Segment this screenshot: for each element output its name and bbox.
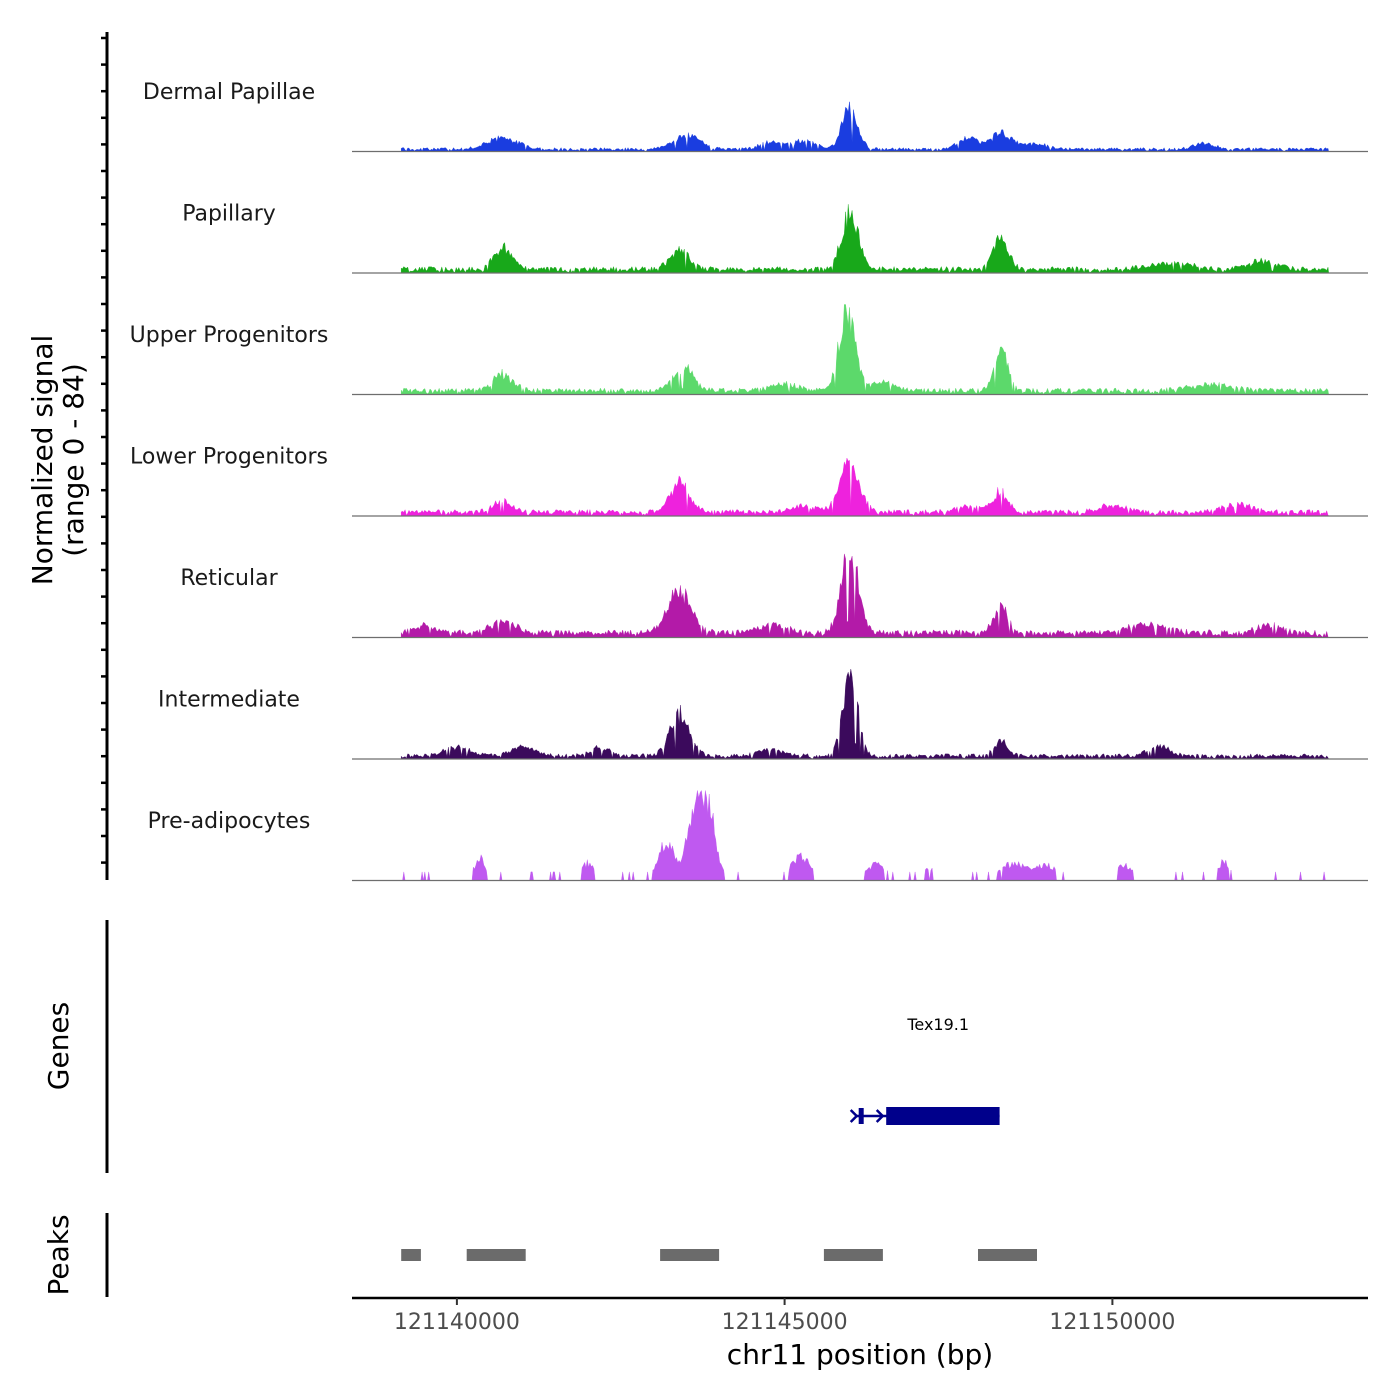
y-axis-title-line2: (range 0 - 84)	[57, 363, 90, 557]
peaks-panel: Peaks	[42, 1213, 1037, 1297]
track-intermediate: Intermediate	[158, 668, 1368, 760]
peak-region	[978, 1249, 1037, 1261]
track-dermal-papillae: Dermal Papillae	[143, 80, 1368, 153]
peak-region	[401, 1249, 421, 1261]
track-reticular: Reticular	[180, 553, 1368, 639]
track-upper-progenitors: Upper Progenitors	[130, 304, 1368, 396]
track-label: Papillary	[182, 202, 276, 227]
track-label: Lower Progenitors	[130, 445, 328, 470]
coverage-area	[401, 668, 1330, 760]
peak-regions	[401, 1249, 1037, 1261]
x-axis-ticks: 121140000 121145000 121150000	[394, 1298, 1175, 1335]
track-label: Dermal Papillae	[143, 80, 315, 105]
peaks-panel-title: Peaks	[42, 1214, 75, 1295]
track-lower-progenitors: Lower Progenitors	[130, 445, 1368, 517]
track-label: Reticular	[180, 566, 278, 591]
strand-arrow-icon	[875, 1109, 885, 1123]
signal-y-axis	[101, 32, 109, 880]
track-label: Upper Progenitors	[130, 323, 329, 348]
genes-panel: Genes Tex19.1	[42, 920, 1000, 1173]
x-tick-label: 121140000	[394, 1310, 520, 1335]
coverage-area	[401, 457, 1330, 517]
coverage-area	[401, 101, 1329, 152]
track-pre-adipocytes: Pre-adipocytes	[148, 789, 1368, 882]
coverage-area	[401, 553, 1330, 638]
coverage-area	[401, 304, 1329, 395]
x-axis-title: chr11 position (bp)	[727, 1338, 993, 1371]
peak-region	[823, 1249, 883, 1261]
gene-coding-block	[886, 1107, 1000, 1125]
gene-models: Tex19.1	[849, 1015, 1000, 1125]
x-axis: 121140000 121145000 121150000 chr11 positi…	[352, 1296, 1368, 1371]
gene-model: Tex19.1	[849, 1015, 1000, 1125]
y-axis-title-line1: Normalized signal	[26, 335, 59, 586]
coverage-tracks: Dermal Papillae Papillary Upper Progenitor…	[130, 80, 1368, 882]
coverage-area	[401, 204, 1329, 274]
track-label: Intermediate	[158, 688, 300, 713]
x-tick-label: 121145000	[722, 1310, 848, 1335]
track-label: Pre-adipocytes	[148, 809, 311, 834]
genes-panel-title: Genes	[42, 1002, 75, 1090]
gene-exon	[858, 1108, 864, 1124]
strand-arrow-icon	[849, 1109, 859, 1123]
coverage-area	[401, 789, 1329, 881]
track-papillary: Papillary	[182, 202, 1368, 274]
peak-region	[660, 1249, 720, 1261]
x-tick-label: 121150000	[1049, 1310, 1175, 1335]
gene-label: Tex19.1	[906, 1015, 969, 1034]
peak-region	[466, 1249, 526, 1261]
